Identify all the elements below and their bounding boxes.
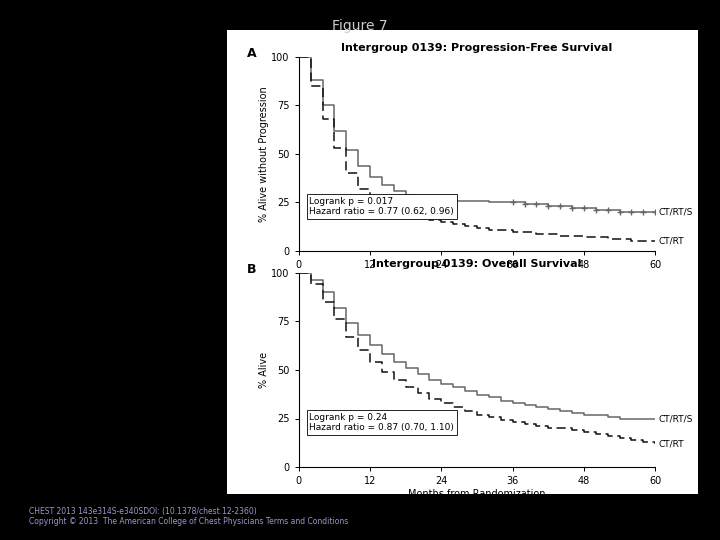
Y-axis label: % Alive: % Alive: [258, 352, 269, 388]
Text: CT/RT/S: CT/RT/S: [658, 208, 693, 217]
Title: Intergroup 0139: Overall Survival: Intergroup 0139: Overall Survival: [372, 259, 582, 269]
Text: Logrank p = 0.017
Hazard ratio = 0.77 (0.62, 0.96): Logrank p = 0.017 Hazard ratio = 0.77 (0…: [310, 197, 454, 216]
X-axis label: Months from Randomization: Months from Randomization: [408, 489, 546, 499]
Title: Intergroup 0139: Progression-Free Survival: Intergroup 0139: Progression-Free Surviv…: [341, 43, 613, 53]
Y-axis label: % Alive without Progression: % Alive without Progression: [258, 86, 269, 222]
Text: Figure 7: Figure 7: [332, 19, 388, 33]
Text: CT/RT: CT/RT: [658, 439, 684, 448]
Text: B: B: [247, 263, 256, 276]
Text: CT/RT/S: CT/RT/S: [658, 414, 693, 423]
Text: CHEST 2013 143e314S-e340SDOI: (10.1378/chest.12-2360): CHEST 2013 143e314S-e340SDOI: (10.1378/c…: [29, 507, 256, 516]
Text: CT/RT: CT/RT: [658, 237, 684, 246]
Text: Copyright © 2013  The American College of Chest Physicians Terms and Conditions: Copyright © 2013 The American College of…: [29, 517, 348, 526]
X-axis label: Months from Randomization: Months from Randomization: [408, 273, 546, 283]
Text: A: A: [247, 47, 257, 60]
Text: Logrank p = 0.24
Hazard ratio = 0.87 (0.70, 1.10): Logrank p = 0.24 Hazard ratio = 0.87 (0.…: [310, 413, 454, 432]
